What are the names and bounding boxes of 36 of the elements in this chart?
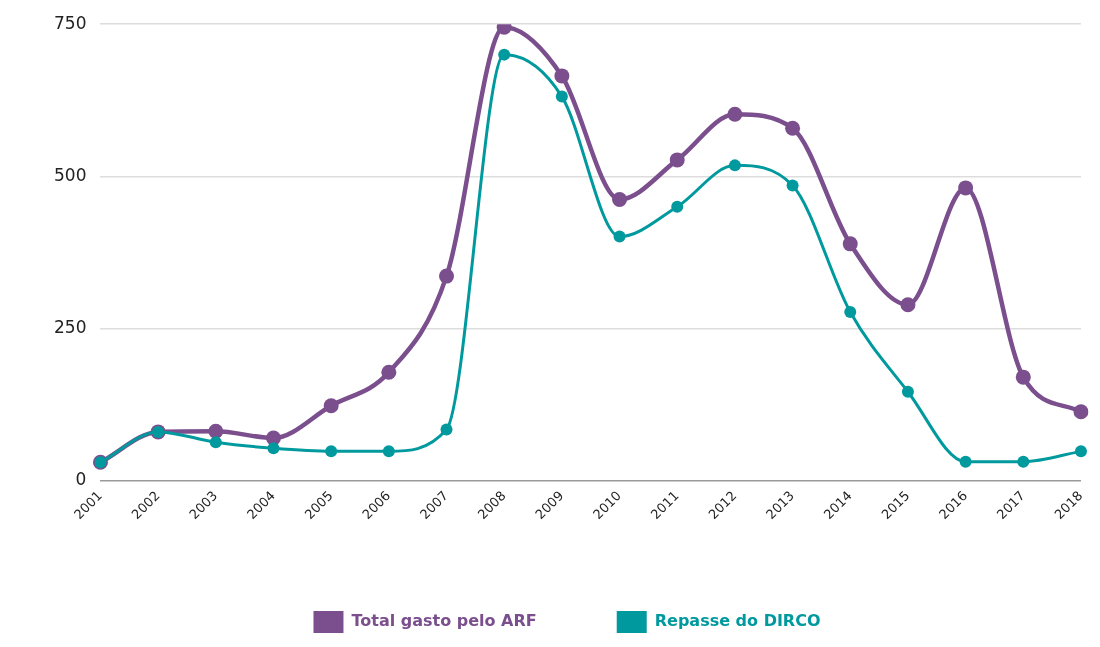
point	[323, 398, 339, 414]
legend-label: Total gasto pelo ARF	[351, 611, 537, 631]
point	[440, 423, 453, 436]
point	[554, 68, 570, 84]
point	[727, 106, 743, 122]
point	[669, 152, 685, 168]
point	[901, 385, 914, 398]
point	[325, 445, 338, 458]
y-tick-label: 750	[53, 12, 87, 33]
point	[900, 297, 916, 313]
point	[1015, 369, 1031, 385]
point	[728, 159, 741, 172]
point	[1073, 404, 1089, 420]
point	[671, 200, 684, 213]
point	[1017, 455, 1030, 468]
point	[208, 423, 224, 439]
y-tick-label: 250	[53, 316, 87, 337]
point	[439, 268, 455, 284]
point	[382, 445, 395, 458]
point	[958, 180, 974, 196]
point	[844, 306, 857, 319]
point	[267, 442, 280, 455]
point	[959, 455, 972, 468]
point	[1074, 445, 1087, 458]
point	[842, 236, 858, 252]
point	[381, 364, 397, 380]
point	[785, 120, 801, 136]
point	[612, 191, 628, 207]
legend-label: Repasse do DIRCO	[654, 611, 821, 631]
point	[498, 48, 511, 61]
point	[786, 179, 799, 192]
point	[613, 230, 626, 243]
y-tick-label: 0	[75, 469, 87, 489]
point	[555, 90, 568, 103]
point	[209, 436, 222, 449]
y-tick-label: 500	[53, 164, 87, 185]
